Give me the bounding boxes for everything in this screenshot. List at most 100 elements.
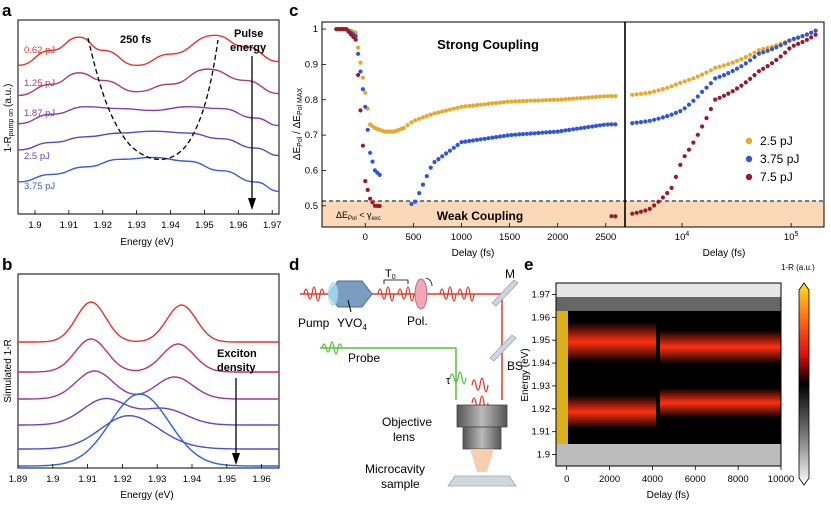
panel-c-point-s1-120	[787, 38, 792, 43]
heatmap-lower-band-early	[568, 395, 656, 429]
colorbar-label: 1-R (a.u.)	[781, 263, 815, 272]
svg-text:ΔEPol / ΔEPol MAX: ΔEPol / ΔEPol MAX	[292, 87, 304, 160]
panel-c-point-s2-114	[761, 66, 766, 71]
panel-c-point-s1-53	[497, 134, 503, 139]
panel-c-point-s1-10	[358, 69, 363, 74]
panel-c-point-s0-93	[669, 84, 674, 89]
panel-b-letter: b	[2, 255, 12, 274]
panel-c-point-s1-34	[424, 174, 429, 179]
panel-c-ytick-4: 0.6	[305, 165, 318, 176]
panel-c-point-s2-112	[752, 73, 757, 78]
panel-c-point-s1-88	[647, 118, 652, 123]
label-yvo4: YVO4	[337, 316, 367, 332]
panel-c-point-s1-39	[444, 151, 449, 156]
panel-c-xlabel-left: Delay (fs)	[452, 248, 495, 259]
panel-e-ylabel: Energy (eV)	[520, 348, 531, 401]
panel-c-weak-annot: ΔEPol < γexc	[336, 210, 381, 222]
label-t0: T0	[385, 268, 396, 281]
panel-c-point-s1-118	[778, 43, 783, 48]
panel-c-point-s2-8	[353, 37, 358, 42]
heatmap-top-band	[556, 283, 781, 297]
panel-c-point-s2-113	[756, 69, 762, 74]
label-probe: Probe	[348, 351, 380, 365]
panel-c-point-s2-118	[778, 54, 783, 59]
pulse-pair-icon-2	[397, 286, 415, 302]
panel-c-point-s1-57	[513, 132, 518, 137]
panel-c-point-s0-98	[691, 76, 696, 81]
panel-c-weak-region	[322, 201, 824, 227]
panel-c-point-s0-114	[761, 47, 766, 52]
panel-c-point-s1-77	[590, 124, 595, 129]
panel-c-point-s2-108	[734, 86, 740, 91]
objective-lens-icon	[456, 404, 508, 428]
panel-a-legend-4: 3.75 pJ	[24, 181, 55, 192]
panel-a-legend-2: 1.87 pJ	[24, 108, 55, 119]
panel-c-point-s1-82	[609, 122, 614, 127]
panel-e-xticks: 0 2000 4000 6000 8000 10000	[564, 466, 794, 485]
panel-c-point-s0-36	[432, 111, 437, 116]
probe-beam	[320, 347, 457, 400]
panel-b: b Exciton density 1.89 1.9 1.91 1.92 1.93 1.9…	[2, 255, 280, 501]
label-bs: BS	[507, 359, 523, 373]
panel-a-series-4	[17, 156, 280, 193]
panel-c-point-s1-125	[809, 30, 814, 35]
panel-c-point-s2-99	[695, 132, 700, 137]
panel-c-point-s1-32	[417, 191, 422, 196]
panel-c-point-s2-117	[774, 57, 779, 63]
panel-c-point-s0-89	[652, 89, 657, 94]
panel-c-point-s1-43	[459, 140, 464, 145]
panel-c-point-s2-105	[721, 93, 727, 98]
panel-c-point-s0-104	[717, 64, 722, 69]
panel-c-point-s0-67	[551, 97, 556, 102]
panel-c-legend: 2.5 pJ 3.75 pJ 7.5 pJ	[745, 134, 799, 184]
panel-c-point-s1-41	[451, 145, 456, 150]
panel-e-xtick-2: 4000	[642, 474, 663, 485]
panel-c-point-s0-9	[356, 45, 361, 50]
panel-c-point-s0-72	[571, 96, 576, 101]
panel-c-point-s1-75	[582, 125, 587, 130]
panel-c-point-s1-112	[752, 54, 757, 60]
panel-c-point-s0-101	[704, 70, 709, 75]
panel-b-arrow-label-1: Exciton	[217, 348, 257, 360]
panel-c-point-s1-91	[660, 115, 666, 120]
panel-b-xtick-5: 1.94	[183, 474, 202, 485]
panel-a-arrow-label-2: energy	[230, 42, 267, 54]
panel-c-point-s2-96	[682, 154, 687, 159]
label-mirror: M	[505, 267, 515, 281]
panel-c-point-s0-109	[739, 57, 744, 62]
svg-text:1-Rpump on(a.u.): 1-Rpump on(a.u.)	[3, 84, 15, 153]
panel-c-point-s2-11	[360, 143, 365, 148]
panel-c-point-s1-121	[791, 36, 796, 42]
panel-c-point-s0-113	[756, 48, 762, 53]
panel-a-xtick-5: 1.95	[195, 220, 214, 231]
panel-c-point-s2-122	[796, 41, 801, 47]
panel-c-point-s0-30	[409, 120, 414, 125]
panel-c-point-s0-107	[730, 60, 735, 65]
panel-c-point-s0-97	[686, 77, 692, 82]
panel-c-point-s0-58	[517, 99, 522, 104]
panel-d-letter: d	[289, 255, 299, 274]
panel-c-point-s2-110	[743, 80, 748, 85]
panel-c-point-s2-126	[813, 32, 818, 37]
panel-c-xtick-0: 0	[363, 232, 368, 243]
panel-e-ytick-5: 1.92	[532, 404, 551, 415]
panel-a-dashed-guide	[87, 37, 219, 161]
panel-a-xtick-6: 1.96	[229, 220, 248, 231]
panel-a-legend-3: 2.5 pJ	[24, 151, 50, 162]
panel-c-point-s1-13	[365, 127, 370, 132]
panel-a-series-1	[17, 68, 280, 97]
panel-c-point-s0-92	[665, 85, 670, 90]
panel-c-strong-label: Strong Coupling	[437, 37, 539, 52]
panel-b-ylabel: Simulated 1-R	[3, 339, 14, 402]
panel-c-point-s0-51	[490, 101, 495, 106]
panel-c-point-s0-11	[360, 75, 365, 80]
panel-c-point-s1-30	[409, 201, 414, 207]
panel-c-point-s1-124	[804, 32, 810, 37]
panel-a-ylabel: 1-Rpump on(a.u.)	[3, 84, 15, 153]
panel-c-point-s1-12	[363, 104, 368, 109]
panel-c-legend-marker-2	[745, 173, 753, 181]
panel-c-xtick-3: 1500	[499, 232, 520, 243]
focus-cone-icon	[470, 449, 494, 472]
panel-a-arrow-label-1: Pulse	[234, 28, 263, 40]
